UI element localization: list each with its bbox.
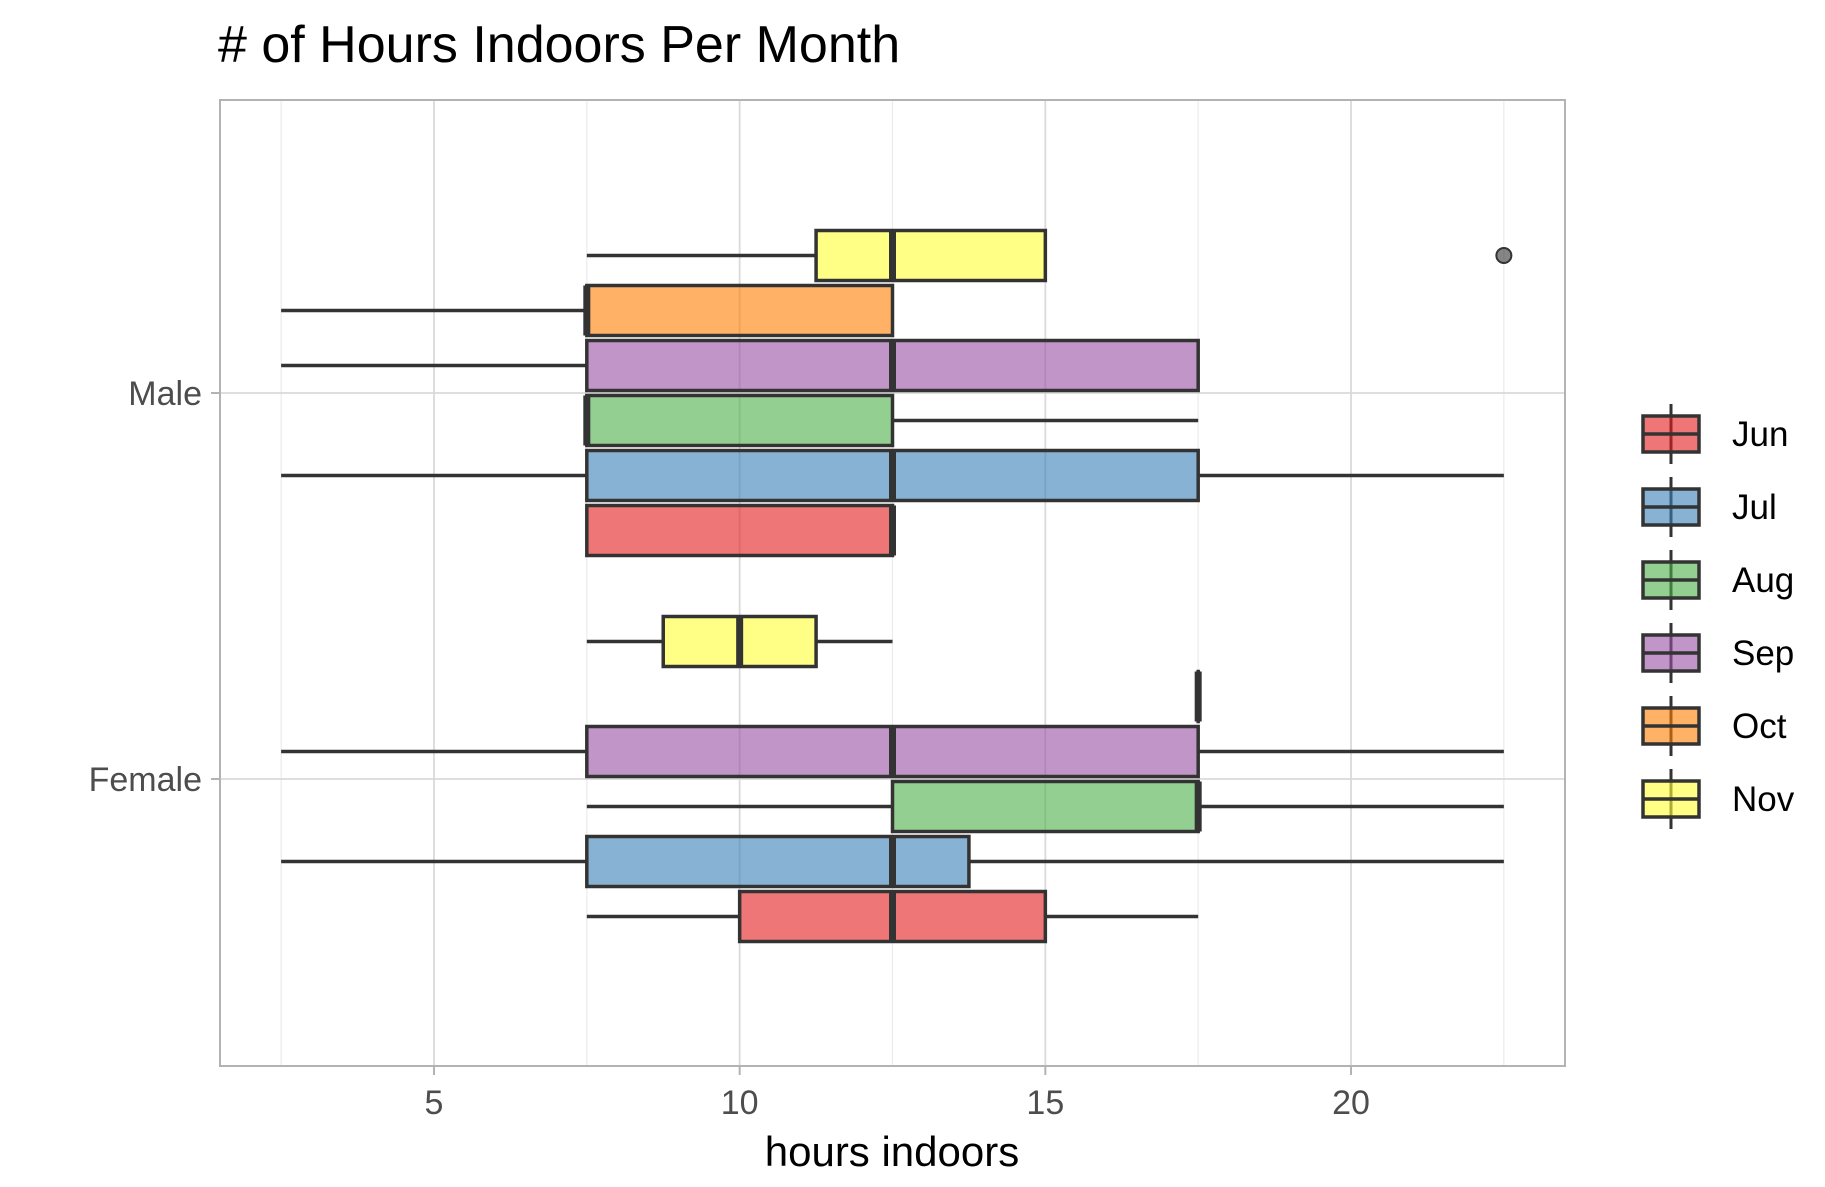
y-tick-label: Male xyxy=(128,375,202,413)
legend-item-oct: Oct xyxy=(1641,696,1787,756)
legend-item-sep: Sep xyxy=(1641,623,1794,683)
box-male-oct xyxy=(281,283,895,338)
legend-item-nov: Nov xyxy=(1641,769,1795,829)
box-female-sep xyxy=(281,724,1504,779)
chart-title: # of Hours Indoors Per Month xyxy=(218,16,900,74)
box-iqr xyxy=(585,283,895,338)
box-male-sep xyxy=(281,338,1200,393)
box-male-jun xyxy=(585,503,896,558)
y-tick-label: Female xyxy=(89,761,202,799)
box-male-jul xyxy=(281,448,1504,503)
box-female-nov xyxy=(586,614,893,669)
legend-item-jul: Jul xyxy=(1641,477,1777,537)
x-tick-label: 10 xyxy=(721,1084,759,1122)
x-axis-title: hours indoors xyxy=(765,1128,1019,1175)
legend-label: Jul xyxy=(1732,488,1777,527)
legend-label: Sep xyxy=(1732,634,1794,673)
legend-label: Jun xyxy=(1732,415,1788,454)
box-iqr xyxy=(585,834,971,889)
box-iqr xyxy=(890,779,1200,834)
x-tick-label: 5 xyxy=(425,1084,444,1122)
box-iqr xyxy=(585,503,895,558)
legend-label: Nov xyxy=(1732,780,1795,819)
axis-layer: 5 10 15 20 Male Female xyxy=(89,375,1370,1122)
x-tick-label: 15 xyxy=(1026,1084,1064,1122)
box-iqr xyxy=(585,393,895,448)
box-male-aug xyxy=(583,393,1199,448)
x-tick-label: 20 xyxy=(1332,1084,1370,1122)
legend-item-aug: Aug xyxy=(1641,550,1794,610)
box-female-aug xyxy=(586,779,1504,834)
legend-item-jun: Jun xyxy=(1641,404,1788,464)
legend-label: Oct xyxy=(1732,707,1787,746)
box-female-jun xyxy=(586,889,1199,944)
box-female-jul xyxy=(281,834,1504,889)
box-male-nov xyxy=(586,228,1513,283)
legend-label: Aug xyxy=(1732,561,1794,600)
box-iqr xyxy=(814,228,1048,283)
legend: Jun Jul Aug Sep Oct Nov xyxy=(1641,404,1795,829)
box-layer xyxy=(281,228,1513,944)
outlier-point xyxy=(1495,247,1513,264)
plot-panel-border xyxy=(219,99,1566,1067)
